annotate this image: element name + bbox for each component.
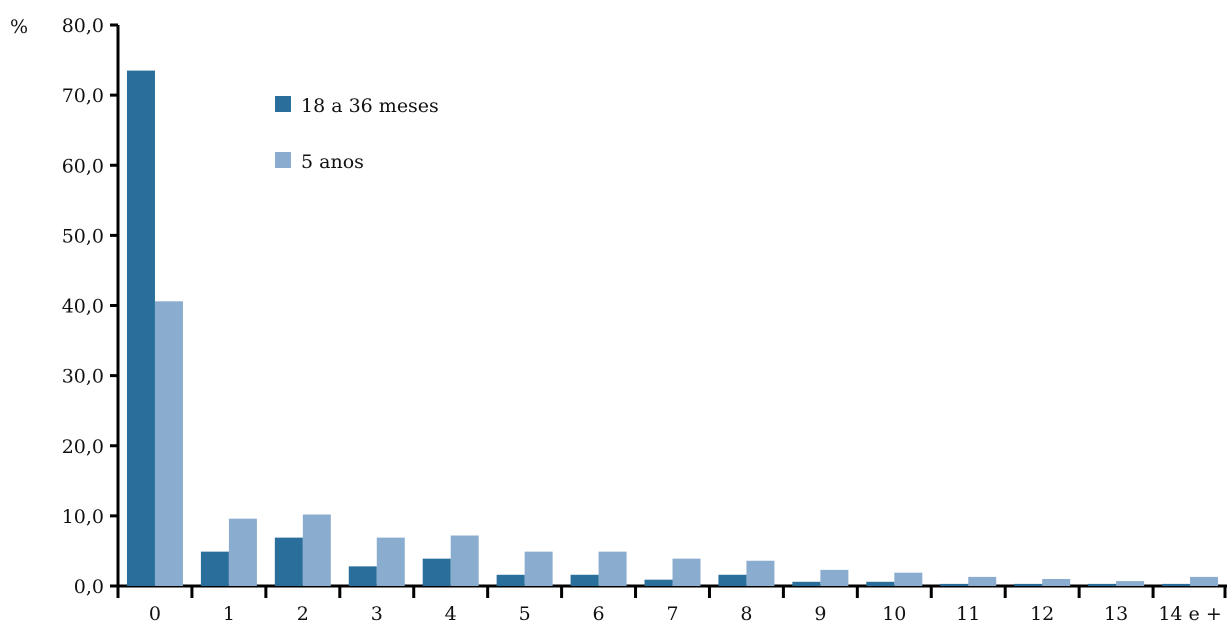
x-tick-label: 1 [223,603,235,624]
y-tick-label: 80,0 [62,15,104,37]
x-tick-label: 6 [593,603,605,624]
y-tick-label: 40,0 [62,296,104,318]
x-tick-label: 5 [519,603,531,624]
legend-swatch [275,96,291,112]
legend-label: 18 a 36 meses [301,95,439,117]
bar-series1 [200,551,229,586]
bar-series2 [1116,581,1145,586]
x-tick-label: 14 e + [1158,603,1221,624]
x-tick-label: 13 [1104,603,1128,624]
x-tick-label: 8 [740,603,752,624]
bar-series1 [866,581,895,586]
y-tick-label: 0,0 [74,576,104,598]
bar-series2 [968,576,997,586]
y-unit-label: % [10,16,28,38]
legend-label: 5 anos [301,151,364,173]
x-tick-label: 7 [666,603,678,624]
bar-series1 [422,558,451,586]
legend-swatch [275,152,291,168]
bar-series1 [718,574,747,586]
x-tick-label: 10 [882,603,906,624]
x-tick-label: 0 [149,603,161,624]
bar-series1 [274,537,303,586]
legend: 18 a 36 meses 5 anos [275,95,439,173]
y-tick-label: 30,0 [62,366,104,388]
bar-series1 [940,583,969,586]
bar-series2 [154,301,183,586]
x-tick-label: 3 [371,603,383,624]
bar-series2 [450,535,479,586]
bar-series1 [570,574,599,586]
bar-series2 [228,518,257,586]
x-tick-label: 9 [814,603,826,624]
x-tick-label: 12 [1030,603,1054,624]
bar-series1 [792,581,821,586]
bars [126,70,1219,587]
bar-series2 [302,514,331,586]
bar-series1 [348,566,377,586]
y-tick-label: 10,0 [62,506,104,528]
y-tick-label: 50,0 [62,225,104,247]
bar-series2 [894,572,923,586]
bar-series2 [1042,578,1071,586]
bar-series1 [1162,583,1191,586]
bar-series2 [524,551,553,586]
bar-series1 [644,579,673,586]
x-tick-label: 2 [297,603,309,624]
bar-series2 [820,569,849,586]
bar-series2 [598,551,627,586]
x-tick-label: 11 [956,603,980,624]
y-axis: 0,0 10,0 20,0 30,0 40,0 50,0 60,0 70,0 80,0 [62,15,120,598]
y-tick-label: 70,0 [62,85,104,107]
bar-series1 [1014,583,1043,586]
y-tick-label: 60,0 [62,155,104,177]
bar-series1 [496,574,525,586]
y-tick-label: 20,0 [62,436,104,458]
bar-series2 [672,558,701,586]
bar-series2 [1190,576,1219,586]
x-axis: 0 1 2 3 4 5 6 7 8 9 10 11 12 13 14 e + [116,584,1227,624]
bar-series1 [1088,583,1117,586]
bar-series2 [746,560,775,586]
x-tick-label: 4 [445,603,457,624]
bar-series1 [126,70,155,587]
bar-series2 [376,537,405,586]
